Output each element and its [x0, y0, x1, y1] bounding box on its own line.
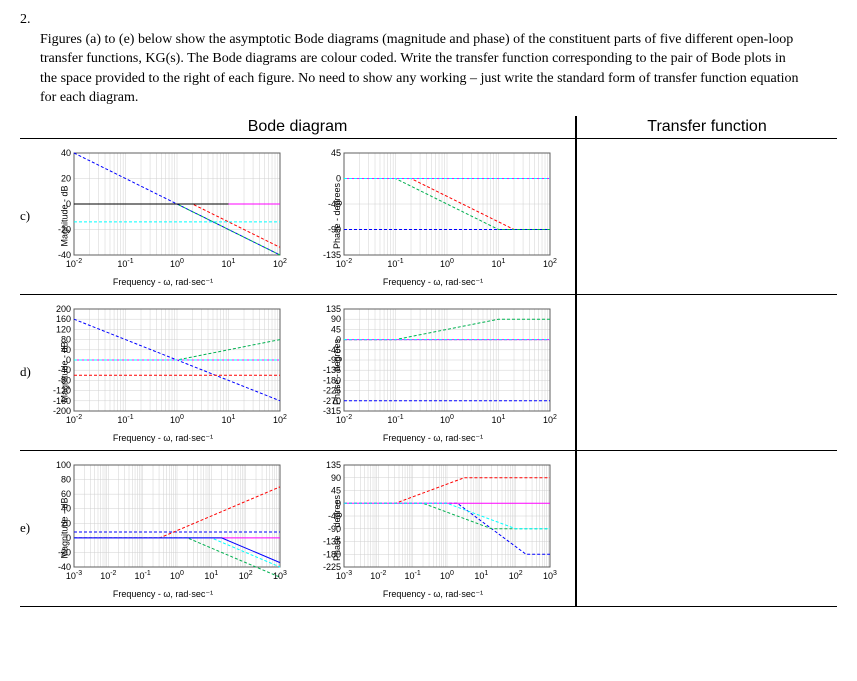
y-axis-label: Phase - degrees [332, 495, 342, 561]
svg-text:102: 102 [239, 570, 253, 581]
svg-text:200: 200 [56, 304, 71, 314]
svg-text:100: 100 [440, 414, 454, 425]
bode-chart: -40-2002040608010010-310-210-11001011021… [38, 457, 288, 587]
svg-text:100: 100 [440, 258, 454, 269]
figure-label: d) [20, 295, 38, 450]
svg-text:100: 100 [440, 570, 454, 581]
svg-text:135: 135 [326, 304, 341, 314]
svg-text:10-3: 10-3 [66, 570, 82, 581]
figure-row-c: c)Magnitude - dB-40-200204010-210-110010… [20, 139, 837, 295]
svg-text:103: 103 [543, 570, 557, 581]
bode-chart: -40-200204010-210-1100101102 [38, 145, 288, 275]
svg-text:10-1: 10-1 [135, 570, 151, 581]
x-axis-label: Frequency - ω, rad·sec⁻¹ [308, 433, 558, 444]
figure-label: e) [20, 451, 38, 606]
svg-text:80: 80 [61, 475, 71, 485]
svg-text:10-1: 10-1 [405, 570, 421, 581]
svg-text:45: 45 [331, 148, 341, 158]
svg-text:102: 102 [543, 414, 557, 425]
figure-label: c) [20, 139, 38, 294]
x-axis-label: Frequency - ω, rad·sec⁻¹ [38, 277, 288, 288]
svg-text:102: 102 [273, 258, 287, 269]
x-axis-label: Frequency - ω, rad·sec⁻¹ [38, 433, 288, 444]
problem-number: 2. [20, 10, 60, 30]
svg-text:100: 100 [56, 460, 71, 470]
problem-text-body: Figures (a) to (e) below show the asympt… [20, 30, 800, 108]
bode-chart: -135-90-4504510-210-1100101102 [308, 145, 558, 275]
chart-container: Magnitude - dB-40-200204010-210-11001011… [38, 145, 288, 288]
x-axis-label: Frequency - ω, rad·sec⁻¹ [308, 277, 558, 288]
svg-text:10-3: 10-3 [336, 570, 352, 581]
svg-text:101: 101 [222, 414, 236, 425]
transfer-function-cell [575, 451, 837, 606]
transfer-function-cell [575, 295, 837, 450]
bode-chart: -200-160-120-80-400408012016020010-210-1… [38, 301, 288, 431]
bode-cell: Magnitude - dB-40-2002040608010010-310-2… [38, 451, 575, 606]
svg-text:90: 90 [331, 314, 341, 324]
svg-text:20: 20 [61, 173, 71, 183]
svg-text:160: 160 [56, 314, 71, 324]
x-axis-label: Frequency - ω, rad·sec⁻¹ [38, 589, 288, 600]
chart-container: Magnitude - dB-200-160-120-80-4004080120… [38, 301, 288, 444]
svg-text:101: 101 [474, 570, 488, 581]
chart-container: Phase - degrees-225-180-135-90-450459013… [308, 457, 558, 600]
svg-text:10-2: 10-2 [66, 258, 82, 269]
svg-text:101: 101 [204, 570, 218, 581]
svg-text:0: 0 [336, 173, 341, 183]
x-axis-label: Frequency - ω, rad·sec⁻¹ [308, 589, 558, 600]
header-tf: Transfer function [575, 116, 837, 138]
bode-chart: -315-270-225-180-135-90-450459013510-210… [308, 301, 558, 431]
header-bode: Bode diagram [20, 116, 575, 138]
figure-row-d: d)Magnitude - dB-200-160-120-80-40040801… [20, 295, 837, 451]
chart-container: Phase - degrees-315-270-225-180-135-90-4… [308, 301, 558, 444]
svg-text:45: 45 [331, 324, 341, 334]
svg-text:101: 101 [492, 258, 506, 269]
y-axis-label: Phase - degrees [332, 339, 342, 405]
svg-text:10-2: 10-2 [66, 414, 82, 425]
chart-container: Magnitude - dB-40-2002040608010010-310-2… [38, 457, 288, 600]
y-axis-label: Magnitude - dB [60, 498, 70, 559]
y-axis-label: Magnitude - dB [60, 342, 70, 403]
problem-statement: 2. Figures (a) to (e) below show the asy… [20, 10, 837, 108]
svg-text:120: 120 [56, 324, 71, 334]
figure-row-e: e)Magnitude - dB-40-2002040608010010-310… [20, 451, 837, 607]
bode-chart: -225-180-135-90-450459013510-310-210-110… [308, 457, 558, 587]
svg-text:10-2: 10-2 [370, 570, 386, 581]
svg-text:10-1: 10-1 [387, 258, 403, 269]
svg-text:101: 101 [222, 258, 236, 269]
svg-text:10-1: 10-1 [117, 258, 133, 269]
svg-text:10-1: 10-1 [117, 414, 133, 425]
svg-text:100: 100 [170, 258, 184, 269]
svg-text:135: 135 [326, 460, 341, 470]
svg-text:100: 100 [170, 570, 184, 581]
svg-text:103: 103 [273, 570, 287, 581]
svg-text:101: 101 [492, 414, 506, 425]
svg-text:102: 102 [273, 414, 287, 425]
transfer-function-cell [575, 139, 837, 294]
y-axis-label: Magnitude - dB [60, 186, 70, 247]
bode-cell: Magnitude - dB-200-160-120-80-4004080120… [38, 295, 575, 450]
svg-text:10-2: 10-2 [336, 414, 352, 425]
svg-text:102: 102 [509, 570, 523, 581]
svg-text:10-1: 10-1 [387, 414, 403, 425]
bode-cell: Magnitude - dB-40-200204010-210-11001011… [38, 139, 575, 294]
svg-text:90: 90 [331, 473, 341, 483]
svg-text:102: 102 [543, 258, 557, 269]
svg-text:100: 100 [170, 414, 184, 425]
svg-text:10-2: 10-2 [100, 570, 116, 581]
svg-text:40: 40 [61, 148, 71, 158]
table-header: Bode diagram Transfer function [20, 116, 837, 139]
y-axis-label: Phase - degrees [332, 183, 342, 249]
svg-text:45: 45 [331, 485, 341, 495]
svg-text:10-2: 10-2 [336, 258, 352, 269]
chart-container: Phase - degrees-135-90-4504510-210-11001… [308, 145, 558, 288]
